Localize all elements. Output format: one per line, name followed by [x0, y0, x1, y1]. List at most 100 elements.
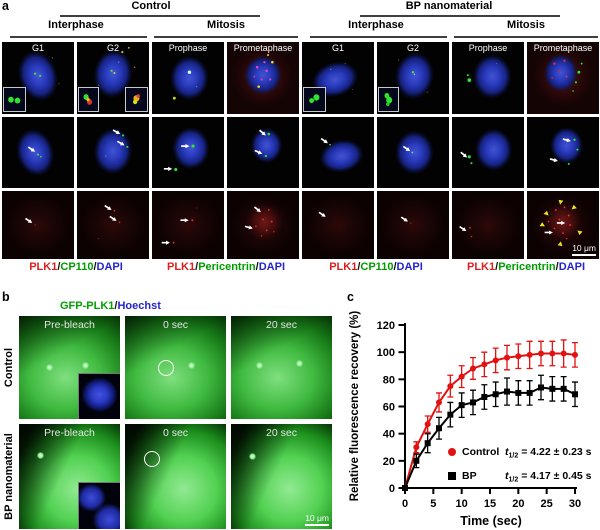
pointer-arrow-icon — [254, 149, 263, 155]
frap-image-control-0-sec: 0 sec — [125, 316, 226, 419]
micrograph-r2c5 — [377, 191, 449, 259]
pointer-arrow-icon — [258, 129, 266, 136]
stain-part: Pericentrin — [498, 261, 556, 273]
centrosome-spot — [248, 453, 256, 461]
micrograph-r2c7: 10 μm — [527, 191, 599, 259]
zoom-inset — [77, 87, 100, 112]
frap-image-bp-0-sec: 0 sec — [125, 424, 226, 529]
group-title-control: Control — [131, 0, 171, 12]
x-tick-label: 5 — [430, 498, 436, 510]
phase-column-label: Prometaphase — [533, 43, 593, 53]
centrosome-spot — [45, 364, 53, 371]
phase-column-label: Prometaphase — [233, 43, 293, 53]
yellow-arrowhead-icon — [558, 199, 564, 205]
row-label-control: Control — [3, 347, 15, 388]
legend-marker — [448, 472, 456, 480]
x-tick-label: 30 — [569, 498, 581, 510]
pointer-arrow-icon — [109, 215, 117, 221]
yellow-arrowhead-icon — [557, 241, 563, 247]
legend-t-half: t1/2 = 4.22 ± 0.23 s — [505, 446, 592, 460]
stain-part: DAPI — [96, 261, 123, 273]
x-tick-label: 25 — [541, 498, 553, 510]
micrograph-r1c3 — [227, 117, 299, 188]
scale-bar-line — [572, 254, 596, 256]
stain-part: DAPI — [258, 261, 285, 273]
micrograph-prometaphase-r0c3: Prometaphase — [227, 42, 299, 114]
pointer-arrow-icon — [104, 204, 112, 211]
micrograph-r1c2 — [152, 117, 224, 188]
phase-header-interphase: Interphase — [48, 19, 104, 31]
header-rule — [360, 15, 560, 17]
row-label-bp-nanomaterial: BP nanomaterial — [3, 433, 15, 520]
micrograph-g1-r0c4: G1 — [302, 42, 374, 114]
micrograph-prophase-r0c2: Prophase — [152, 42, 224, 114]
zoom-inset — [377, 87, 400, 112]
phase-rule — [454, 36, 598, 38]
timepoint-label: Pre-bleach — [44, 427, 95, 439]
stain-part: Hoechst — [117, 300, 161, 312]
panel-c-label: c — [347, 290, 354, 304]
stain-part: / — [255, 261, 259, 273]
pointer-arrow-icon — [459, 225, 467, 232]
phase-column-label: G1 — [331, 43, 344, 53]
stain-part: DAPI — [396, 261, 423, 273]
chart-x-axis-label: Time (sec) — [460, 514, 522, 528]
stain-part: / — [495, 261, 499, 273]
chart-y-axis-label: Relative fluorescence recovery (%) — [349, 310, 361, 502]
scale-bar-line — [305, 524, 329, 526]
hoechst-inset — [77, 481, 120, 529]
pointer-arrow-icon — [320, 137, 328, 144]
group-title-bp-nanomaterial: BP nanomaterial — [405, 0, 493, 12]
pointer-arrow-icon — [181, 143, 190, 149]
pointer-arrow-icon — [556, 220, 566, 225]
yellow-arrowhead-icon — [571, 204, 577, 210]
series-bp — [402, 374, 578, 491]
yellow-arrowhead-icon — [539, 222, 545, 227]
legend-series-name: BP — [462, 470, 477, 482]
centrosome-spot — [255, 361, 263, 369]
pointer-arrow-icon — [163, 166, 173, 171]
pointer-arrow-icon — [161, 240, 170, 245]
stain-part: / — [57, 261, 61, 273]
pointer-arrow-icon — [460, 151, 468, 158]
frap-image-bp-20-sec: 20 sec 10 μm — [231, 424, 332, 529]
timepoint-label: 0 sec — [162, 319, 189, 331]
bleach-roi-circle — [158, 359, 175, 376]
stain-legend-plk1-cp110-dapi: PLK1/CP110/DAPI — [302, 261, 450, 273]
micrograph-prometaphase-r0c7: Prometaphase — [527, 42, 599, 114]
pointer-arrow-icon — [24, 217, 33, 223]
timepoint-label: 20 sec — [266, 427, 297, 439]
micrograph-g2-r0c5: G2 — [377, 42, 449, 114]
micrograph-prophase-r0c6: Prophase — [452, 42, 524, 114]
stain-part: PLK1 — [167, 261, 196, 273]
frap-image-control-20-sec: 20 sec — [231, 316, 332, 419]
stain-legend-plk1-pericentrin-dapi: PLK1/Pericentrin/DAPI — [452, 261, 600, 273]
pointer-arrow-icon — [253, 206, 261, 213]
pointer-arrow-icon — [544, 230, 553, 235]
y-tick-label: 0 — [389, 483, 395, 495]
pointer-arrow-icon — [318, 211, 326, 217]
bleach-roi-circle — [144, 450, 161, 467]
pointer-arrow-icon — [112, 129, 121, 135]
series-control — [402, 339, 578, 491]
pointer-arrow-icon — [244, 225, 253, 230]
x-tick-label: 15 — [484, 498, 496, 510]
zoom-inset — [302, 87, 327, 112]
panel-b-title: GFP-PLK1/Hoechst — [60, 300, 161, 312]
micrograph-r1c5 — [377, 117, 449, 188]
header-rule — [60, 15, 260, 17]
panel-b-label: b — [2, 290, 10, 304]
pointer-arrow-icon — [562, 138, 571, 143]
scale-bar-text: 10 μm — [305, 513, 329, 523]
centrosome-spot — [296, 359, 304, 367]
stain-part: Pericentrin — [198, 261, 256, 273]
phase-column-label: G2 — [406, 43, 419, 53]
stain-part: / — [195, 261, 199, 273]
frap-image-bp-pre-bleach: Pre-bleach — [19, 424, 120, 529]
timepoint-label: Pre-bleach — [44, 319, 95, 331]
x-tick-label: 0 — [402, 498, 408, 510]
stain-legend-plk1-pericentrin-dapi: PLK1/Pericentrin/DAPI — [152, 261, 300, 273]
stain-part: DAPI — [558, 261, 585, 273]
phase-header-mitosis: Mitosis — [507, 19, 545, 31]
stain-part: PLK1 — [29, 261, 58, 273]
